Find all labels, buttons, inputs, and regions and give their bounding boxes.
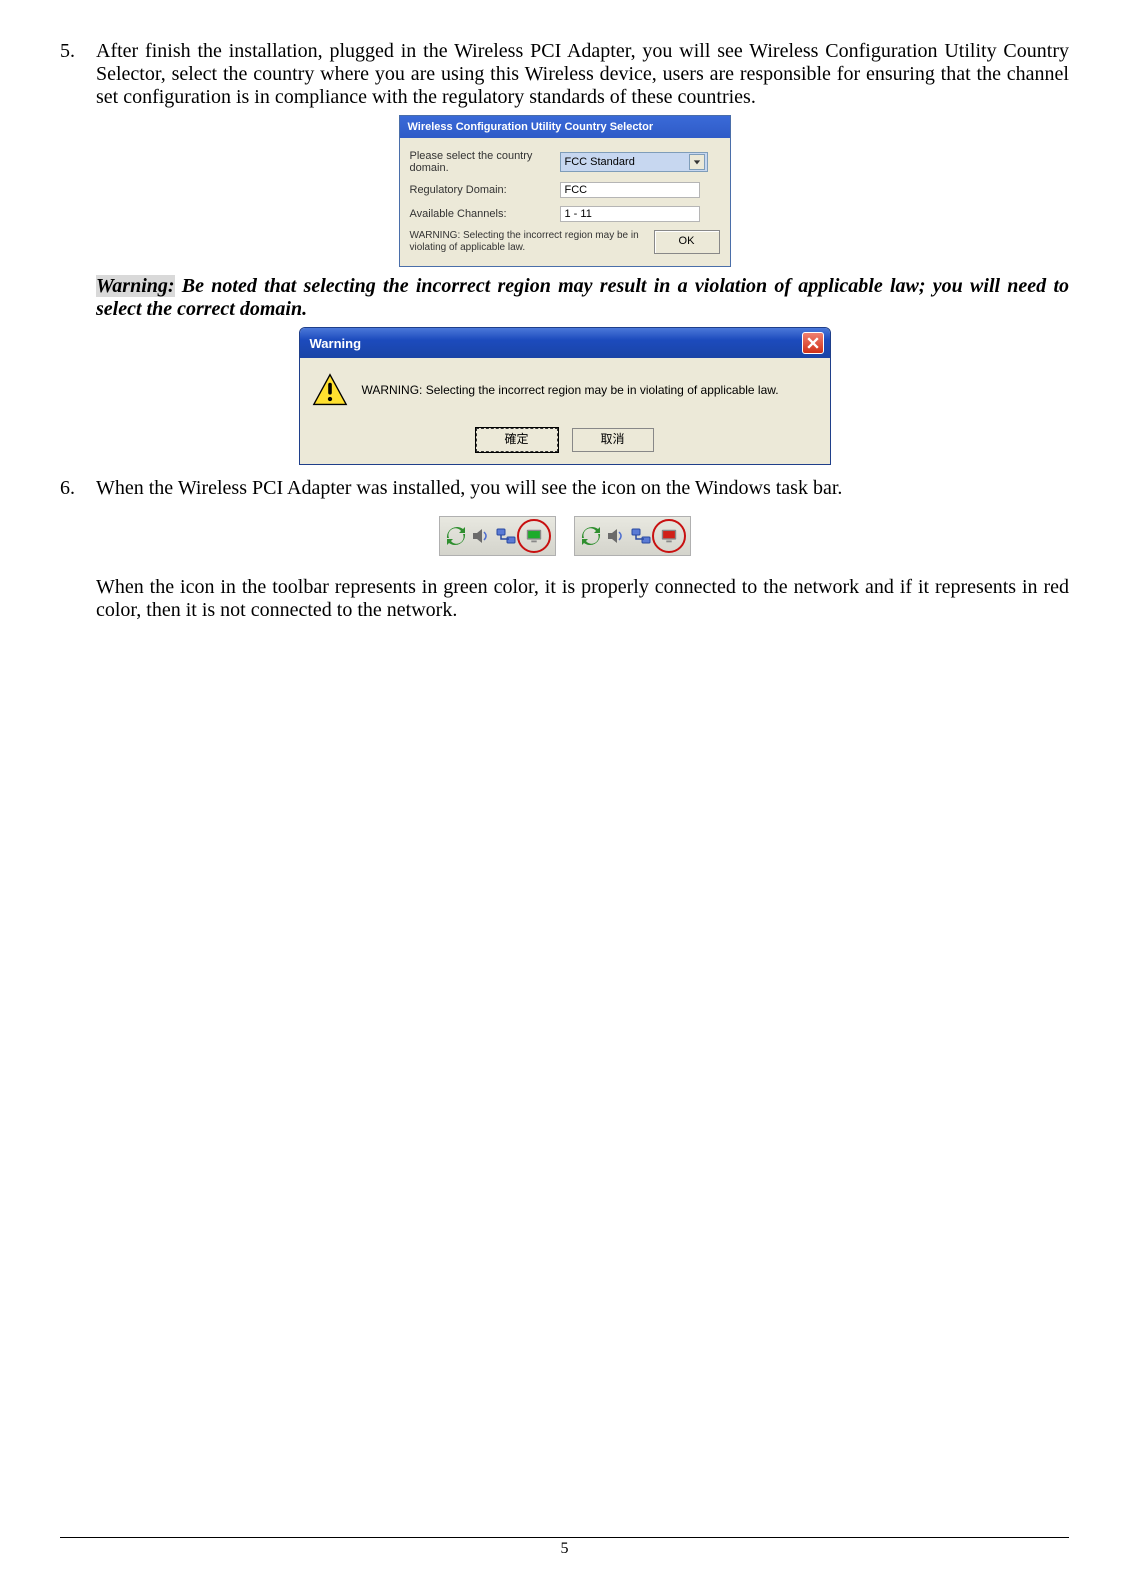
warning-icon [312, 372, 348, 408]
page-footer: 5 [60, 1537, 1069, 1558]
monitor-screen-green [528, 531, 540, 538]
warning-prefix: Warning: [96, 275, 175, 297]
dialog1-reg-label: Regulatory Domain: [410, 184, 560, 196]
circled-monitor-red [654, 521, 684, 551]
dropdown-arrow-icon[interactable] [689, 154, 705, 170]
step5-text: After finish the installation, plugged i… [96, 40, 1069, 109]
network-icon [496, 526, 516, 546]
warning-note: Warning: Be noted that selecting the inc… [96, 275, 1069, 321]
sync-icon [581, 526, 601, 546]
speaker-icon [606, 526, 626, 546]
monitor-icon [525, 527, 543, 545]
country-selector-dialog: Wireless Configuration Utility Country S… [399, 115, 731, 267]
dialog1-country-select[interactable]: FCC Standard [560, 152, 708, 172]
warning-dialog: Warning WARNING: Selecting the incorrect… [299, 327, 831, 465]
warning-rest: Be noted that selecting the incorrect re… [96, 275, 1069, 320]
monitor-screen-red [663, 531, 675, 538]
page-number: 5 [561, 1540, 569, 1557]
sync-icon [446, 526, 466, 546]
network-icon [631, 526, 651, 546]
dialog1-reg-value: FCC [560, 182, 700, 198]
tray-explanation: When the icon in the toolbar represents … [96, 576, 1069, 622]
dialog2-message: WARNING: Selecting the incorrect region … [362, 383, 779, 397]
step5-number: 5. [60, 40, 96, 109]
dialog1-ok-button[interactable]: OK [654, 230, 720, 254]
close-icon[interactable] [802, 332, 824, 354]
dialog1-country-value: FCC Standard [565, 156, 635, 168]
tray-disconnected [574, 516, 691, 556]
monitor-icon [660, 527, 678, 545]
dialog1-country-label: Please select the country domain. [410, 150, 560, 174]
dialog2-ok-button[interactable]: 確定 [476, 428, 558, 452]
dialog2-cancel-button[interactable]: 取消 [572, 428, 654, 452]
tray-connected [439, 516, 556, 556]
dialog2-title: Warning [310, 336, 362, 351]
circled-monitor-green [519, 521, 549, 551]
speaker-icon [471, 526, 491, 546]
taskbar-tray-example [439, 516, 691, 556]
step6-number: 6. [60, 477, 96, 500]
step6-text: When the Wireless PCI Adapter was instal… [96, 477, 1069, 500]
dialog1-chan-label: Available Channels: [410, 208, 560, 220]
dialog1-warning-text: WARNING: Selecting the incorrect region … [410, 230, 646, 254]
dialog1-chan-value: 1 - 11 [560, 206, 700, 222]
dialog1-title: Wireless Configuration Utility Country S… [400, 116, 730, 138]
